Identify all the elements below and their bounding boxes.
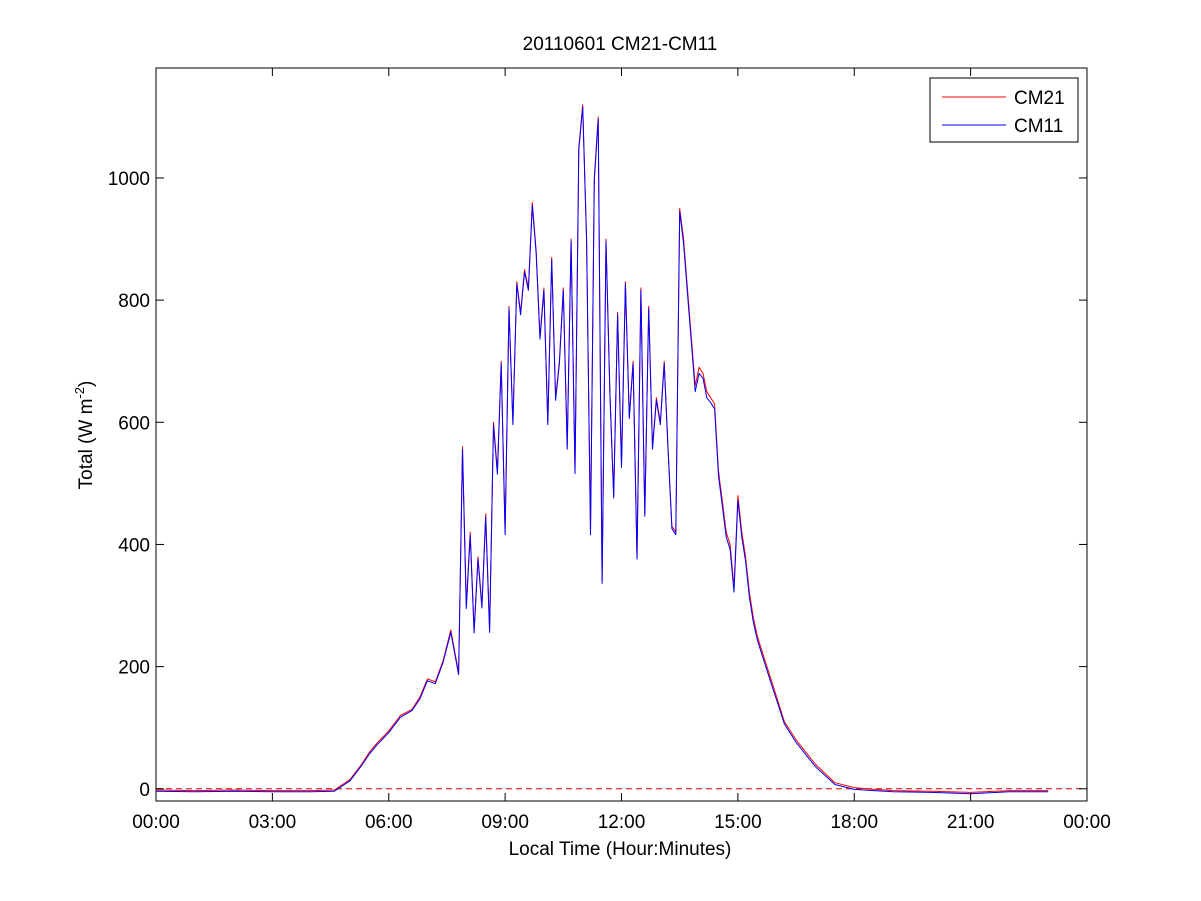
- ticks-layer: 00:00 03:00 06:00 09:00 12:00 15:00 18:00 21:00…: [108, 68, 1111, 833]
- legend-label-cm21: CM21: [1014, 88, 1065, 109]
- y-tick-label: 400: [118, 535, 150, 556]
- y-axis-title: Total (W m-2): [72, 381, 97, 490]
- y-axis-title-superscript: -2: [72, 387, 87, 399]
- y-axis-title-main: Total (W m: [76, 399, 97, 490]
- legend: CM21 CM11: [929, 77, 1079, 143]
- x-tick-label: 12:00: [598, 812, 646, 833]
- x-tick-label: 18:00: [830, 812, 878, 833]
- chart-title: 20110601 CM21-CM11: [523, 34, 718, 55]
- y-tick-label: 800: [118, 291, 150, 312]
- legend-box: [929, 77, 1079, 143]
- y-tick-label: 1000: [108, 169, 150, 190]
- x-tick-label: 00:00: [132, 812, 180, 833]
- y-axis-title-close: ): [76, 381, 97, 387]
- x-axis-title: Local Time (Hour:Minutes): [509, 839, 732, 860]
- y-tick-label: 0: [139, 780, 150, 801]
- series-line-cm11: [155, 106, 1049, 795]
- x-tick-label: 00:00: [1063, 812, 1111, 833]
- x-tick-label: 03:00: [249, 812, 297, 833]
- x-tick-label: 09:00: [481, 812, 529, 833]
- y-tick-label: 600: [118, 413, 150, 434]
- y-tick-label: 200: [118, 658, 150, 679]
- plot-area: [155, 67, 1088, 802]
- x-tick-label: 06:00: [365, 812, 413, 833]
- legend-label-cm11: CM11: [1014, 116, 1063, 137]
- x-tick-label: 21:00: [947, 812, 995, 833]
- x-tick-label: 15:00: [714, 812, 762, 833]
- series-layer: [155, 104, 1049, 795]
